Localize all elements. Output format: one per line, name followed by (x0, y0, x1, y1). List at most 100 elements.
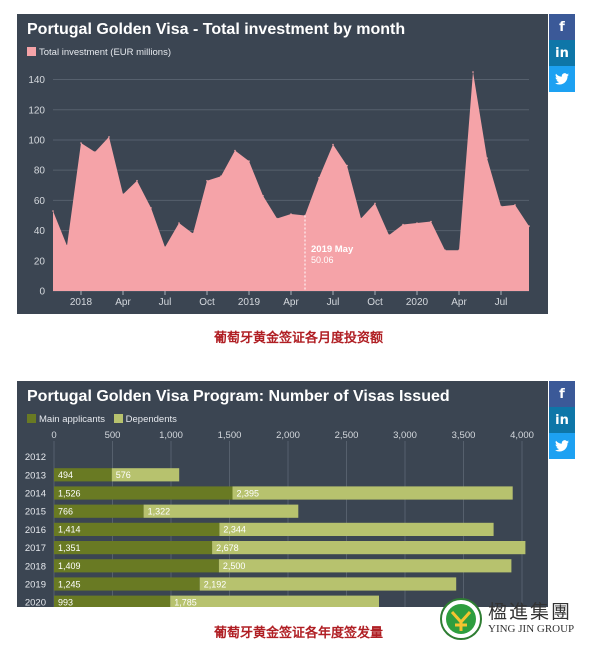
chart1-caption: 葡萄牙黄金签证各月度投资额 (213, 331, 383, 346)
bar-main-applicants (54, 468, 112, 482)
x-tick-label: Oct (367, 297, 383, 308)
investment-area (53, 72, 529, 291)
x-tick-label: 1,000 (159, 430, 183, 441)
data-point (220, 175, 222, 177)
data-point (486, 157, 488, 159)
area-chart: 0 20 40 60 80 100 120 140 2018 Apr Jul Oct 2019 Apr Ju… (28, 71, 530, 308)
x-tick-label: Apr (451, 297, 467, 308)
data-point (66, 244, 68, 247)
x-tick-label: 500 (105, 430, 121, 441)
bar-main-applicants (54, 541, 213, 555)
y-tick-label: 20 (34, 256, 46, 267)
data-point (234, 149, 236, 152)
data-point (150, 207, 152, 209)
ying-jin-logo-icon (440, 598, 482, 640)
data-point (444, 249, 446, 251)
data-point (52, 210, 54, 212)
bar-dependents (232, 486, 513, 500)
chart-title: Portugal Golden Visa - Total investment … (27, 21, 406, 38)
legend-label-main: Main applicants (39, 414, 106, 425)
legend-swatch-main (27, 414, 36, 423)
data-point (192, 232, 194, 235)
bar-value-label: 993 (58, 598, 73, 608)
chart-legend: Total investment (EUR millions) (27, 47, 171, 58)
bar-dependents (199, 577, 457, 591)
y-tick-label: 120 (28, 105, 45, 116)
data-point (402, 223, 404, 226)
bar-value-label: 1,322 (148, 507, 171, 517)
tooltip-label: 2019 May (311, 244, 354, 255)
x-tick-label: 2019 (238, 297, 261, 308)
legend-swatch (27, 47, 36, 56)
category-label: 2019 (25, 580, 46, 591)
category-label: 2015 (25, 507, 46, 518)
x-tick-label: 2,000 (276, 430, 300, 441)
data-point (472, 71, 474, 73)
data-point (388, 234, 390, 236)
bar-chart: 0 500 1,000 1,500 2,000 2,500 3,000 3,500 4,000 2… (25, 430, 534, 608)
y-tick-label: 140 (28, 75, 45, 86)
bar-main-applicants (54, 486, 233, 500)
x-tick-label: 2,500 (335, 430, 359, 441)
data-point (136, 179, 138, 182)
bar-main-applicants (54, 504, 144, 518)
legend-swatch-dependents (113, 414, 123, 423)
bar-dependents (111, 468, 180, 482)
data-point (80, 142, 82, 144)
data-point (528, 225, 530, 227)
category-label: 2016 (25, 525, 46, 536)
tooltip-value: 50.06 (311, 255, 334, 265)
linkedin-share-button[interactable]: in (549, 407, 575, 433)
y-tick-label: 80 (34, 166, 46, 177)
y-tick-label: 60 (34, 196, 46, 207)
x-tick-label: Jul (159, 297, 172, 308)
x-tick-label: 4,000 (510, 430, 534, 441)
x-tick-label: 2018 (70, 297, 93, 308)
bar-dependents (143, 504, 299, 518)
logo-english-name: YING JIN GROUP (488, 623, 575, 635)
category-label: 2012 (25, 452, 46, 463)
data-point (206, 179, 208, 182)
logo-chinese-name: 楹進集團 (488, 601, 573, 623)
twitter-share-button[interactable] (549, 66, 575, 92)
twitter-bird-icon (555, 440, 569, 452)
bar-value-label: 1,351 (58, 543, 81, 553)
bar-value-label: 576 (116, 470, 131, 480)
data-point (458, 249, 460, 251)
y-tick-label: 40 (34, 226, 46, 237)
linkedin-share-button[interactable]: in (549, 40, 575, 66)
bar-value-label: 1,409 (58, 561, 81, 571)
x-tick-label: 3,500 (452, 430, 476, 441)
x-tick-label: Oct (199, 297, 215, 308)
bar-dependents (219, 522, 494, 536)
chart-title: Portugal Golden Visa Program: Number of … (27, 388, 450, 405)
data-point (318, 176, 320, 179)
data-point (248, 160, 250, 162)
category-label: 2014 (25, 489, 46, 500)
x-tick-label: 2020 (406, 297, 429, 308)
data-point (178, 222, 180, 224)
x-tick-label: 0 (51, 430, 56, 441)
legend-label-dependents: Dependents (125, 414, 177, 425)
bar-value-label: 1,785 (174, 598, 197, 608)
visas-chart-panel: Portugal Golden Visa Program: Number of … (17, 381, 548, 607)
data-point (94, 151, 96, 153)
bar-value-label: 2,344 (223, 525, 246, 535)
bar-dependents (170, 595, 379, 607)
legend-label: Total investment (EUR millions) (39, 47, 171, 58)
bar-value-label: 2,395 (237, 488, 260, 498)
data-point (430, 220, 432, 223)
investment-chart-panel: Portugal Golden Visa - Total investment … (17, 14, 548, 314)
x-tick-label: 3,000 (393, 430, 417, 441)
data-point (290, 213, 292, 215)
bar-value-label: 766 (58, 507, 73, 517)
twitter-share-button[interactable] (549, 433, 575, 459)
bar-value-label: 494 (58, 470, 73, 480)
data-point (276, 217, 278, 220)
x-tick-label: 1,500 (218, 430, 242, 441)
facebook-share-button[interactable]: f (549, 14, 575, 40)
facebook-share-button[interactable]: f (549, 381, 575, 407)
y-tick-label: 0 (39, 287, 45, 298)
bar-main-applicants (54, 559, 219, 573)
category-label: 2013 (25, 470, 46, 481)
